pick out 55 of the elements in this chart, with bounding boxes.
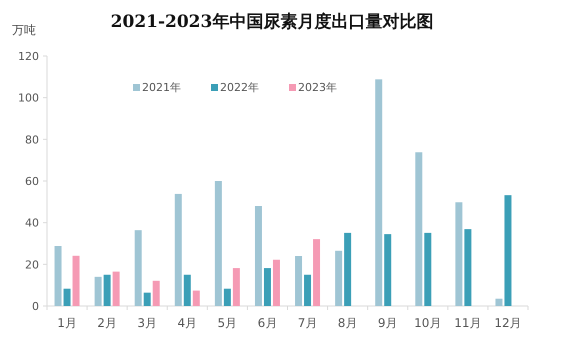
y-tick-label: 60 [25, 175, 39, 188]
x-tick-label: 7月 [298, 316, 318, 330]
y-tick-label: 120 [18, 50, 39, 63]
x-tick-label: 11月 [454, 316, 482, 330]
bar [384, 234, 392, 306]
bar [272, 260, 280, 306]
bar [174, 194, 182, 306]
x-tick-label: 10月 [414, 316, 442, 330]
bar [64, 288, 71, 306]
legend-label: 2023年 [298, 81, 337, 94]
bar [224, 288, 231, 306]
bar [264, 268, 271, 306]
bar [335, 250, 342, 306]
y-tick-label: 20 [25, 258, 39, 272]
x-tick-label: 5月 [218, 316, 238, 330]
chart-title: 2021-2023年中国尿素月度出口量对比图 [110, 12, 434, 32]
bar [415, 152, 422, 306]
bar [455, 202, 462, 306]
x-tick-label: 4月 [177, 316, 198, 330]
bar [134, 230, 142, 306]
bar [424, 232, 432, 306]
x-tick-label: 8月 [338, 316, 358, 330]
bar [152, 280, 160, 306]
x-tick-label: 6月 [258, 316, 278, 330]
bar [72, 256, 80, 306]
bar [184, 274, 191, 306]
bar [504, 195, 512, 306]
bar [144, 292, 151, 306]
x-tick-label: 12月 [494, 316, 522, 330]
bar [464, 229, 472, 306]
x-tick-label: 2月 [97, 316, 117, 330]
bar [112, 272, 120, 306]
y-tick-label: 80 [25, 133, 39, 146]
bar [54, 246, 62, 306]
bar [94, 276, 102, 306]
bar [295, 256, 302, 306]
bar [304, 274, 312, 306]
legend-label: 2022年 [220, 81, 259, 94]
bar [344, 232, 352, 306]
bar [375, 79, 382, 306]
y-tick-label: 40 [25, 216, 39, 230]
y-tick-label: 0 [32, 300, 39, 313]
bar [214, 181, 222, 306]
bar [232, 268, 240, 306]
y-tick-label: 100 [18, 92, 39, 105]
bar [254, 206, 262, 306]
bar [192, 290, 200, 306]
x-tick-label: 1月 [57, 316, 77, 330]
bar [313, 239, 320, 306]
x-tick-label: 9月 [378, 316, 398, 330]
bar [104, 274, 111, 306]
legend-label: 2021年 [142, 81, 181, 94]
bar [495, 298, 502, 306]
x-tick-label: 3月 [137, 316, 158, 330]
y-axis-title: 万吨 [12, 23, 36, 37]
